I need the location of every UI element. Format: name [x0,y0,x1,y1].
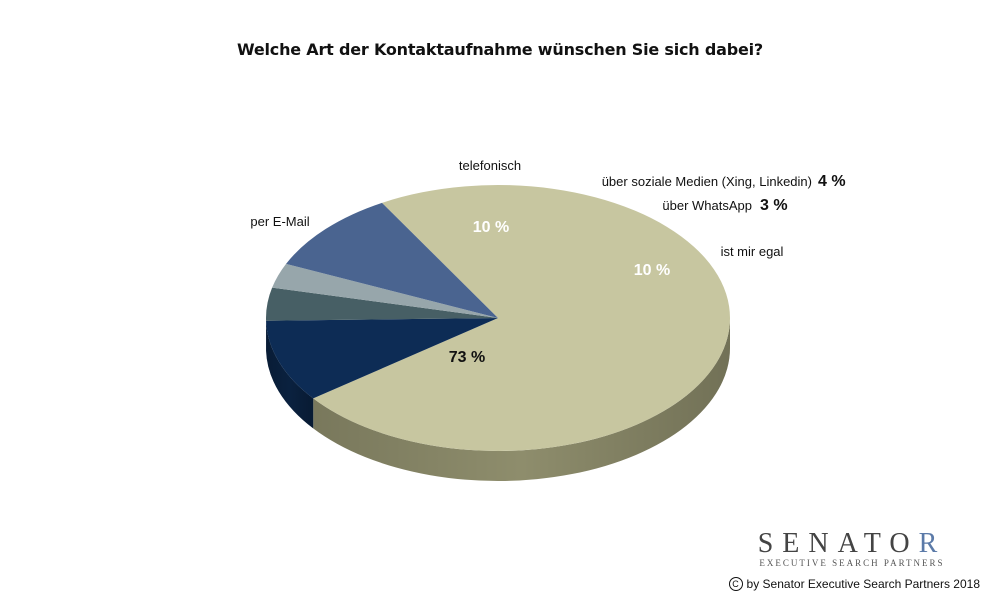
pie-tops [266,185,730,452]
pie-slice-0 [313,185,730,452]
pie-side-shade-1 [266,320,314,429]
slice-value-label-0: 73 % [449,349,485,366]
pie-slice-4 [286,202,498,318]
pie-slice-2 [266,287,498,321]
pie-labels: per E-Mail 73 % telefonisch 10 % über sozial… [250,158,845,366]
slice-value-label-3: 3 % [760,197,788,214]
pie-side-shade-0 [313,318,730,482]
logo-word-main: SENATO [757,528,919,559]
slice-name-label-4: ist mir egal [721,244,784,259]
pie-slice-1 [266,318,498,399]
logo-word-accent: R [918,528,947,559]
pie-sides [266,318,730,482]
copyright-text: by Senator Executive Search Partners 201… [746,577,980,591]
slice-name-label-3: über WhatsApp [662,198,752,213]
copyright-icon: C [728,577,743,591]
senator-logo: SENATOR EXECUTIVE SEARCH PARTNERS [732,528,972,568]
chart-title: Welche Art der Kontaktaufnahme wünschen … [236,40,763,59]
slice-name-label-2: über soziale Medien (Xing, Linkedin) [602,174,812,189]
logo-subtitle: EXECUTIVE SEARCH PARTNERS [759,558,945,568]
pie-slice-3 [272,263,498,318]
slice-name-label-1: telefonisch [459,158,521,173]
slice-value-label-4: 10 % [634,262,670,279]
slice-name-label-0: per E-Mail [250,214,309,229]
slice-value-label-1: 10 % [473,219,509,236]
slice-value-label-2: 4 % [818,173,846,190]
